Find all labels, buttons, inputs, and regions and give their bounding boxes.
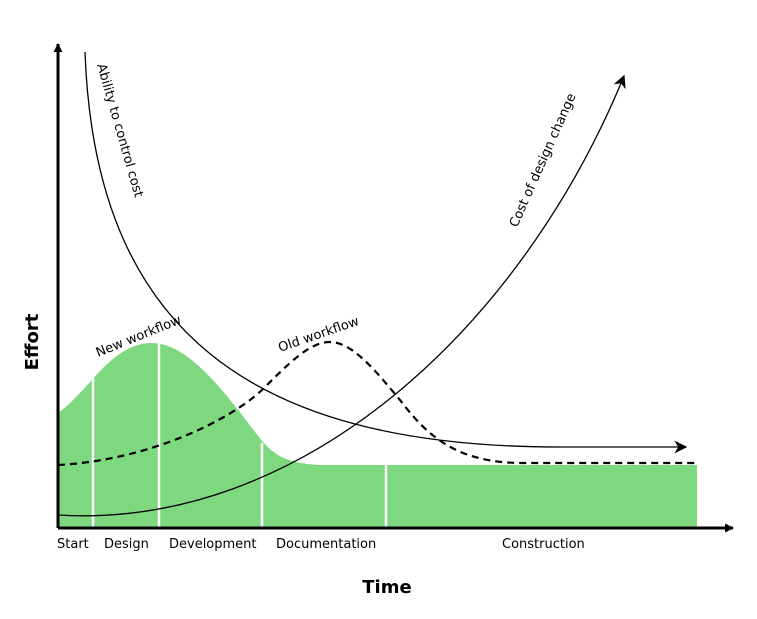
new-workflow-area bbox=[58, 342, 697, 528]
y-axis-title: Effort bbox=[22, 313, 43, 370]
old-workflow-curve bbox=[57, 340, 697, 467]
cost-of-design-change-label: Cost of design change bbox=[507, 91, 580, 229]
x-axis-title: Time bbox=[362, 577, 411, 598]
phase-label-design: Design bbox=[104, 537, 149, 552]
ability-to-control-cost-curve bbox=[84, 51, 688, 454]
phase-label-development: Development bbox=[169, 537, 257, 552]
phase-label-construction: Construction bbox=[502, 537, 585, 552]
cost-of-design-change-curve bbox=[57, 74, 626, 517]
ability-to-control-cost-label: Ability to control cost bbox=[93, 62, 146, 199]
phase-label-documentation: Documentation bbox=[276, 537, 376, 552]
phase-label-start: Start bbox=[57, 537, 89, 552]
old-workflow-label: Old workflow bbox=[276, 314, 361, 356]
